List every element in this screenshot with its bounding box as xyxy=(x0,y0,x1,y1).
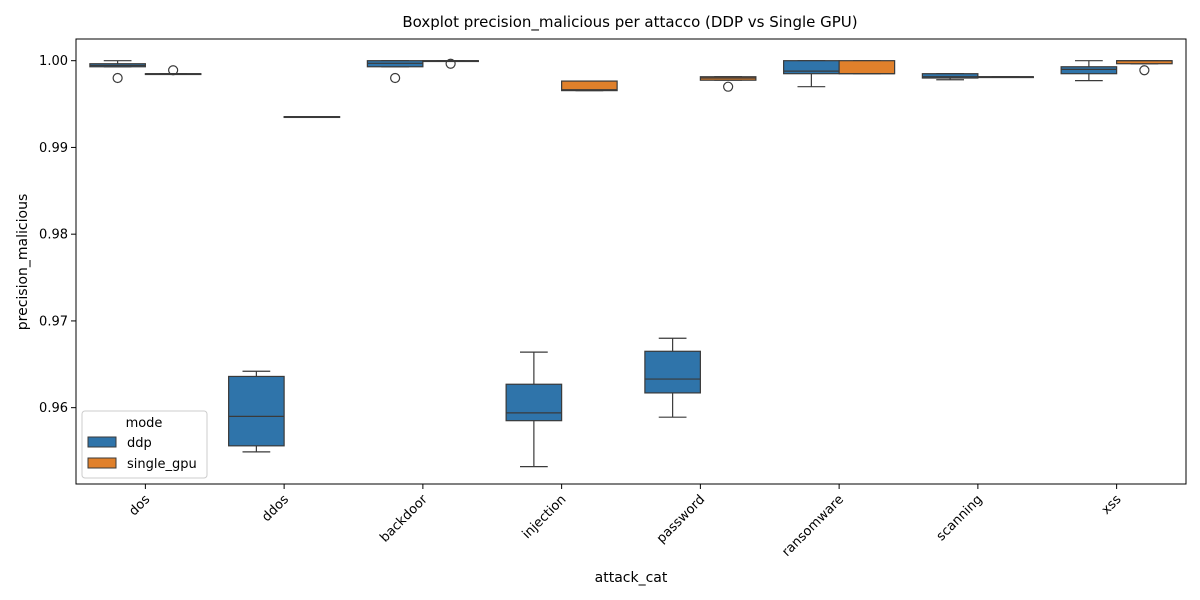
outlier-point xyxy=(168,65,179,76)
outlier-point xyxy=(723,81,734,92)
outlier-point xyxy=(445,58,456,69)
box-single_gpu-backdoor xyxy=(422,58,479,69)
legend-label-ddp: ddp xyxy=(127,436,152,451)
box-single_gpu-ransomware xyxy=(838,60,896,75)
box-single_gpu-scanning xyxy=(977,76,1034,79)
box-ddp-dos xyxy=(89,60,146,84)
legend-swatch-single-gpu xyxy=(87,457,117,469)
iqr-box xyxy=(838,60,896,75)
x-axis-title: attack_cat xyxy=(595,570,668,586)
outlier-point xyxy=(1139,65,1150,76)
box-ddp-injection xyxy=(505,351,563,468)
box-ddp-ransomware xyxy=(783,60,840,88)
box-ddp-ddos xyxy=(228,370,285,453)
iqr-box xyxy=(505,383,563,422)
legend-swatch-ddp xyxy=(87,436,117,448)
box-single_gpu-password xyxy=(699,76,757,92)
chart-title: Boxplot precision_malicious per attacco … xyxy=(402,13,857,32)
y-tick-label: 1.00 xyxy=(39,54,68,69)
outlier-point xyxy=(390,72,401,84)
iqr-box xyxy=(644,350,701,394)
box-ddp-xss xyxy=(1060,60,1118,82)
y-tick-label: 0.96 xyxy=(39,401,68,416)
axes-frame xyxy=(75,38,1187,485)
y-tick-label: 0.97 xyxy=(39,314,68,329)
box-ddp-backdoor xyxy=(366,60,424,84)
box-single_gpu-injection xyxy=(561,80,618,92)
y-tick-label: 0.99 xyxy=(39,141,68,156)
outlier-point xyxy=(112,72,123,84)
legend-title: mode xyxy=(126,416,163,431)
box-single_gpu-xss xyxy=(1116,60,1173,76)
iqr-box xyxy=(783,60,840,75)
y-axis: 0.96 0.97 0.98 0.99 1.00 xyxy=(39,54,76,416)
iqr-box xyxy=(561,80,618,92)
iqr-box xyxy=(228,375,285,447)
y-axis-title: precision_malicious xyxy=(15,194,31,330)
plot-area xyxy=(89,58,1173,468)
box-single_gpu-dos xyxy=(144,65,202,76)
box-single_gpu-ddos xyxy=(283,116,341,119)
iqr-box xyxy=(1060,66,1118,75)
iqr-box xyxy=(921,73,979,79)
legend: mode ddp single_gpu xyxy=(81,410,208,479)
y-tick-label: 0.98 xyxy=(39,228,68,243)
box-ddp-password xyxy=(644,337,701,418)
box-ddp-scanning xyxy=(921,73,979,81)
legend-label-single-gpu: single_gpu xyxy=(127,457,197,472)
